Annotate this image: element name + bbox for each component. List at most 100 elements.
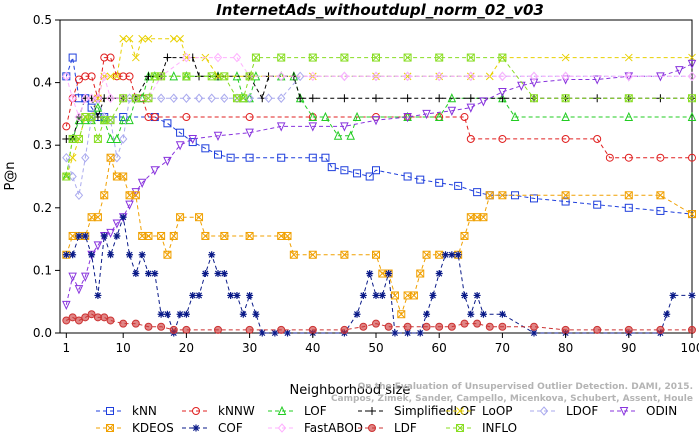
data-point-lof xyxy=(74,114,84,125)
data-point-inflo xyxy=(308,53,317,62)
data-point-cof xyxy=(100,232,108,240)
data-point-fastabod xyxy=(100,71,109,82)
data-point-lof xyxy=(125,114,134,125)
data-point-knnw xyxy=(74,75,83,84)
data-point-lof xyxy=(87,114,96,125)
data-point-cof xyxy=(252,310,260,318)
data-point-cof xyxy=(151,270,159,278)
data-point-cof xyxy=(372,291,380,299)
data-point-kdeos xyxy=(688,210,696,219)
data-point-simplifiedlof xyxy=(308,94,317,103)
data-point-kdeos xyxy=(195,213,204,222)
series-line-ldf xyxy=(66,313,692,331)
data-point-knnw xyxy=(656,153,665,162)
data-point-kdeos xyxy=(106,153,115,162)
data-point-knn xyxy=(340,166,349,175)
data-point-cof xyxy=(119,213,127,221)
data-point-ldf xyxy=(485,322,494,331)
data-point-fastabod xyxy=(340,71,349,82)
data-point-inflo xyxy=(93,134,102,143)
data-point-ldof xyxy=(62,152,71,163)
data-point-loop xyxy=(113,72,121,81)
data-point-inflo xyxy=(530,94,538,103)
data-point-inflo xyxy=(87,113,96,122)
data-point-ldf xyxy=(87,310,96,319)
data-point-ldof xyxy=(277,93,286,104)
data-point-kdeos xyxy=(340,250,349,259)
series-line-knnw xyxy=(65,57,692,159)
data-point-odin xyxy=(188,134,198,145)
series-inflo xyxy=(62,53,696,181)
data-point-knnw xyxy=(466,134,475,143)
data-point-odin xyxy=(498,87,507,98)
data-point-ldf xyxy=(447,322,456,331)
data-point-cof xyxy=(442,251,450,259)
legend-entry-lof: LOF xyxy=(268,404,327,418)
data-point-odin xyxy=(137,178,147,188)
legend-entry-fastabod: FastABOD xyxy=(268,421,363,434)
legend-entry-knnw: kNNW xyxy=(182,404,255,418)
data-point-fastabod xyxy=(371,71,381,82)
data-point-knnw xyxy=(100,53,109,62)
data-point-ldf xyxy=(106,316,115,325)
data-point-kdeos xyxy=(422,250,431,259)
data-point-kdeos xyxy=(416,269,425,278)
x-axis-label: Neighborhood size xyxy=(290,383,411,398)
data-point-kdeos xyxy=(157,231,166,240)
data-point-loop xyxy=(106,72,115,81)
data-point-ldf xyxy=(561,325,570,334)
data-point-inflo xyxy=(62,172,71,181)
data-point-loop xyxy=(131,53,140,62)
data-point-cof xyxy=(107,251,115,259)
legend-marker-lof xyxy=(277,405,287,415)
data-point-fastabod xyxy=(561,71,570,82)
data-point-inflo xyxy=(372,53,380,62)
data-point-simplifiedlof xyxy=(403,94,412,103)
data-point-cof xyxy=(75,232,83,240)
data-point-odin xyxy=(112,219,122,229)
x-tick-label: 1 xyxy=(62,341,70,355)
data-point-ldf xyxy=(100,313,109,322)
data-point-cof xyxy=(201,270,209,278)
data-point-odin xyxy=(675,66,684,76)
data-point-ldof xyxy=(264,93,273,104)
data-point-knn xyxy=(593,200,602,209)
data-point-knn xyxy=(321,153,330,162)
legend-marker-odin xyxy=(619,407,629,417)
data-point-knn xyxy=(68,53,77,62)
data-point-simplifiedlof xyxy=(466,94,475,103)
data-point-cof xyxy=(233,291,241,299)
data-point-knn xyxy=(188,138,197,147)
data-point-ldf xyxy=(277,325,286,334)
legend-marker-knnw xyxy=(192,407,200,415)
data-point-knn xyxy=(226,153,235,162)
data-point-knn xyxy=(176,128,185,137)
data-point-inflo xyxy=(277,53,286,62)
data-point-cof xyxy=(239,310,247,318)
data-point-inflo xyxy=(561,94,570,103)
credit-line-2: Campos, Zimek, Sander, Campello, Micenko… xyxy=(331,394,693,404)
chart-title: InternetAds_withoutdupl_norm_02_v03 xyxy=(216,1,544,19)
data-point-ldf xyxy=(81,313,90,322)
x-tick-label: 80 xyxy=(558,341,573,355)
legend-label: ODIN xyxy=(646,404,677,418)
data-point-inflo xyxy=(157,72,166,81)
data-point-cof xyxy=(416,329,424,337)
data-point-cof xyxy=(473,291,481,299)
legend-label: SimplifiedLOF xyxy=(394,404,476,418)
data-point-cof xyxy=(530,329,538,337)
legend-marker-fastabod xyxy=(277,423,287,433)
data-point-fastabod xyxy=(403,71,412,82)
data-point-kdeos xyxy=(409,291,418,300)
data-point-fastabod xyxy=(106,93,115,104)
data-point-cof xyxy=(460,291,468,299)
data-point-cof xyxy=(113,232,121,240)
data-point-lof xyxy=(510,111,520,122)
legend-marker-ldof xyxy=(539,406,549,416)
data-point-lof xyxy=(80,114,90,125)
data-point-ldf xyxy=(62,316,71,325)
data-point-knn xyxy=(473,188,482,197)
data-point-ldf xyxy=(403,322,412,331)
data-point-kdeos xyxy=(289,250,298,259)
data-point-ldf xyxy=(593,325,602,334)
